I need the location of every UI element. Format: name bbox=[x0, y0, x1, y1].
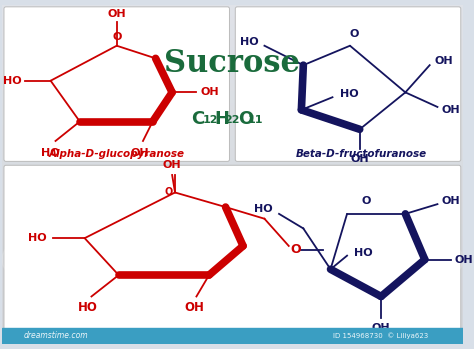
Text: 22: 22 bbox=[225, 115, 240, 125]
Text: OH: OH bbox=[441, 105, 460, 115]
Text: HO: HO bbox=[28, 233, 47, 243]
Text: OH: OH bbox=[455, 254, 474, 265]
Text: OH: OH bbox=[372, 323, 391, 333]
Text: O: O bbox=[362, 196, 371, 206]
Text: OH: OH bbox=[441, 196, 460, 206]
Text: O: O bbox=[349, 29, 358, 39]
Text: ID 154968730  © Liliya623: ID 154968730 © Liliya623 bbox=[333, 332, 428, 339]
Text: O: O bbox=[290, 243, 301, 256]
FancyBboxPatch shape bbox=[4, 165, 461, 333]
Text: HO: HO bbox=[3, 76, 21, 86]
Text: Beta-D-fructofuranose: Beta-D-fructofuranose bbox=[296, 149, 427, 158]
Text: OH: OH bbox=[201, 87, 219, 97]
Text: HO: HO bbox=[78, 301, 98, 314]
Text: OH: OH bbox=[108, 8, 126, 18]
Text: O: O bbox=[165, 186, 173, 196]
Text: HO: HO bbox=[254, 204, 272, 214]
FancyBboxPatch shape bbox=[4, 7, 229, 161]
Text: OH: OH bbox=[131, 148, 149, 158]
Text: Alpha-D-glucopyranose: Alpha-D-glucopyranose bbox=[49, 149, 185, 158]
Text: 12: 12 bbox=[202, 115, 218, 125]
Circle shape bbox=[428, 242, 463, 277]
Bar bbox=[2, 328, 463, 344]
Circle shape bbox=[2, 242, 37, 277]
Text: H: H bbox=[214, 110, 229, 128]
Text: HO: HO bbox=[354, 248, 373, 258]
Text: O: O bbox=[112, 32, 121, 42]
Text: OH: OH bbox=[163, 160, 182, 170]
Text: OH: OH bbox=[435, 56, 453, 66]
Text: OH: OH bbox=[350, 154, 369, 164]
Text: Sucrose: Sucrose bbox=[164, 48, 301, 79]
Text: dreamstime.com: dreamstime.com bbox=[23, 331, 88, 340]
Text: HO: HO bbox=[340, 89, 359, 99]
Text: 11: 11 bbox=[248, 115, 264, 125]
Text: C: C bbox=[191, 110, 205, 128]
Text: O: O bbox=[238, 110, 254, 128]
Text: OH: OH bbox=[184, 301, 204, 314]
Text: HO: HO bbox=[41, 148, 60, 158]
FancyBboxPatch shape bbox=[235, 7, 461, 161]
Text: HO: HO bbox=[240, 37, 259, 47]
